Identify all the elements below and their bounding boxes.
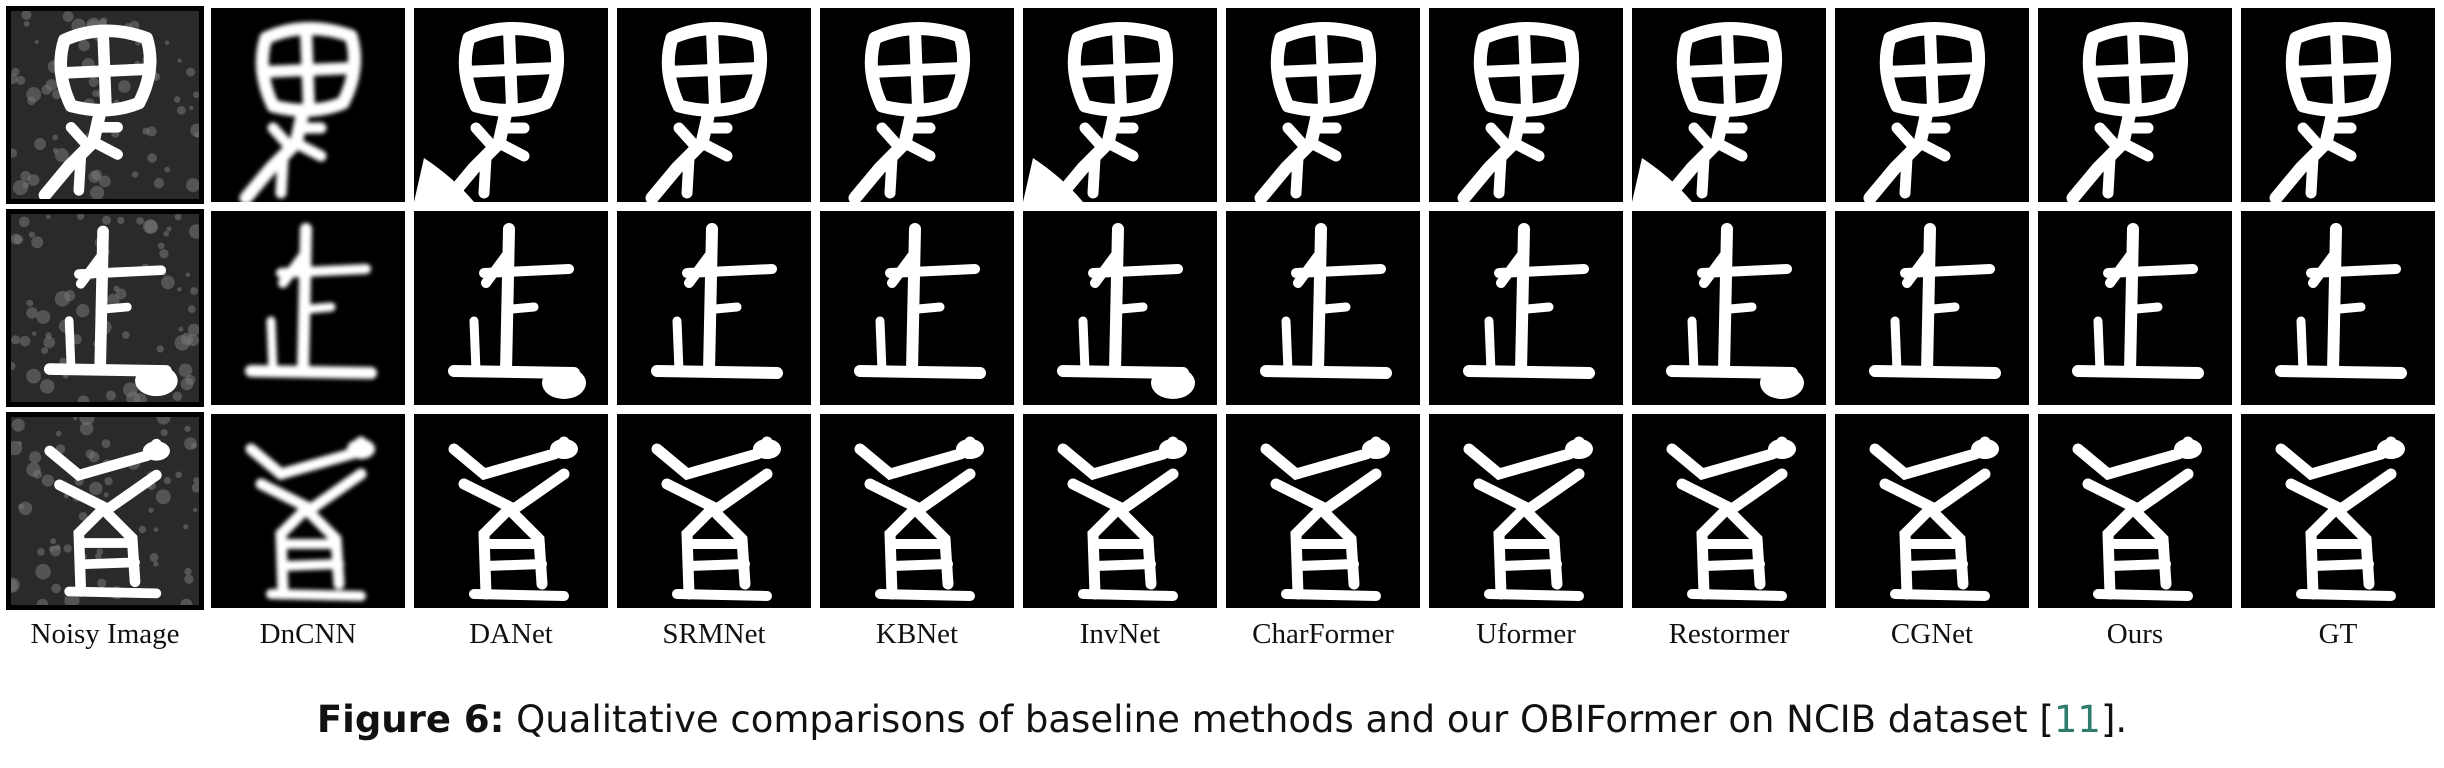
method-label: Noisy Image	[30, 618, 180, 650]
result-image-charformer-row-1	[1226, 8, 1420, 202]
glyph-drawing	[1666, 223, 1804, 399]
glyph-drawing	[848, 22, 971, 202]
method-label: DnCNN	[259, 618, 357, 650]
result-image-dncnn-row-1	[211, 8, 405, 202]
result-image-gt-row-1	[2241, 8, 2435, 202]
method-label: Uformer	[1476, 618, 1576, 650]
result-image-charformer-row-2	[1226, 211, 1420, 405]
result-image-uformer-row-1	[1429, 8, 1623, 202]
method-label: Ours	[2106, 618, 2164, 650]
result-image-invnet-row-1	[1023, 8, 1217, 202]
result-image-dncnn-row-3	[211, 414, 405, 608]
glyph-drawing	[1457, 22, 1580, 202]
glyph-drawing	[245, 223, 377, 379]
glyph-drawing	[854, 223, 986, 379]
result-image-charformer-row-3	[1226, 414, 1420, 608]
glyph-drawing	[1632, 22, 1783, 202]
glyph-drawing	[1260, 436, 1390, 601]
method-label: CharFormer	[1252, 618, 1394, 650]
glyph-drawing	[245, 436, 375, 601]
result-image-kbnet-row-1	[820, 8, 1014, 202]
glyph-drawing	[1057, 436, 1187, 601]
glyph-drawing	[1863, 22, 1986, 202]
result-image-invnet-row-3	[1023, 414, 1217, 608]
glyph-drawing	[414, 22, 565, 202]
result-image-cgnet-row-2	[1835, 211, 2029, 405]
result-image-cgnet-row-1	[1835, 8, 2029, 202]
result-image-ours-row-3	[2038, 414, 2232, 608]
result-image-noisy-image-row-2	[6, 209, 204, 407]
glyph-drawing	[11, 214, 199, 402]
glyph-drawing	[2275, 223, 2407, 379]
result-image-ours-row-2	[2038, 211, 2232, 405]
glyph-drawing	[1463, 436, 1593, 601]
glyph-drawing	[1260, 223, 1392, 379]
caption-text: Qualitative comparisons of baseline meth…	[504, 698, 2054, 741]
method-labels: Noisy Image DnCNN DANet SRMNet KBNet InvNet Ch…	[8, 618, 2435, 651]
glyph-drawing	[2072, 436, 2202, 601]
method-label: GT	[2318, 618, 2358, 650]
method-label: CGNet	[1890, 618, 1974, 650]
glyph-drawing	[651, 436, 781, 601]
result-image-kbnet-row-3	[820, 414, 1014, 608]
glyph-drawing	[11, 417, 199, 605]
method-label: Restormer	[1668, 618, 1790, 650]
glyph-drawing	[854, 436, 984, 601]
glyph-drawing	[1023, 22, 1174, 202]
method-label: KBNet	[875, 618, 959, 650]
method-label: InvNet	[1079, 618, 1161, 650]
glyph-drawing	[1057, 223, 1195, 399]
result-image-danet-row-3	[414, 414, 608, 608]
result-image-uformer-row-3	[1429, 414, 1623, 608]
glyph-drawing	[11, 11, 199, 199]
glyph-drawing	[239, 22, 362, 202]
result-image-invnet-row-2	[1023, 211, 1217, 405]
result-image-danet-row-1	[414, 8, 608, 202]
glyph-drawing	[2269, 22, 2392, 202]
glyph-drawing	[1666, 436, 1796, 601]
result-image-cgnet-row-3	[1835, 414, 2029, 608]
method-label: DANet	[469, 618, 553, 650]
glyph-drawing	[1869, 436, 1999, 601]
result-image-noisy-image-row-1	[6, 6, 204, 204]
glyph-drawing	[1254, 22, 1377, 202]
image-grid	[6, 6, 2435, 610]
result-image-restormer-row-1	[1632, 8, 1826, 202]
result-image-dncnn-row-2	[211, 211, 405, 405]
result-image-gt-row-3	[2241, 414, 2435, 608]
glyph-drawing	[448, 223, 586, 399]
result-image-srmnet-row-2	[617, 211, 811, 405]
result-image-restormer-row-3	[1632, 414, 1826, 608]
result-image-noisy-image-row-3	[6, 412, 204, 610]
method-label: SRMNet	[662, 618, 766, 650]
result-image-srmnet-row-3	[617, 414, 811, 608]
result-image-gt-row-2	[2241, 211, 2435, 405]
result-image-ours-row-1	[2038, 8, 2232, 202]
result-image-kbnet-row-2	[820, 211, 1014, 405]
figure-label: Figure 6:	[316, 698, 505, 741]
glyph-drawing	[2066, 22, 2189, 202]
glyph-drawing	[1463, 223, 1595, 379]
result-image-srmnet-row-1	[617, 8, 811, 202]
result-image-restormer-row-2	[1632, 211, 1826, 405]
caption-end: ].	[2100, 698, 2128, 741]
glyph-drawing	[1869, 223, 2001, 379]
result-image-uformer-row-2	[1429, 211, 1623, 405]
glyph-drawing	[448, 436, 578, 601]
figure-caption: Figure 6: Qualitative comparisons of bas…	[0, 698, 2444, 741]
citation-link[interactable]: 11	[2053, 698, 2101, 741]
glyph-drawing	[651, 223, 783, 379]
glyph-drawing	[2072, 223, 2204, 379]
glyph-drawing	[645, 22, 768, 202]
glyph-drawing	[2275, 436, 2405, 601]
result-image-danet-row-2	[414, 211, 608, 405]
